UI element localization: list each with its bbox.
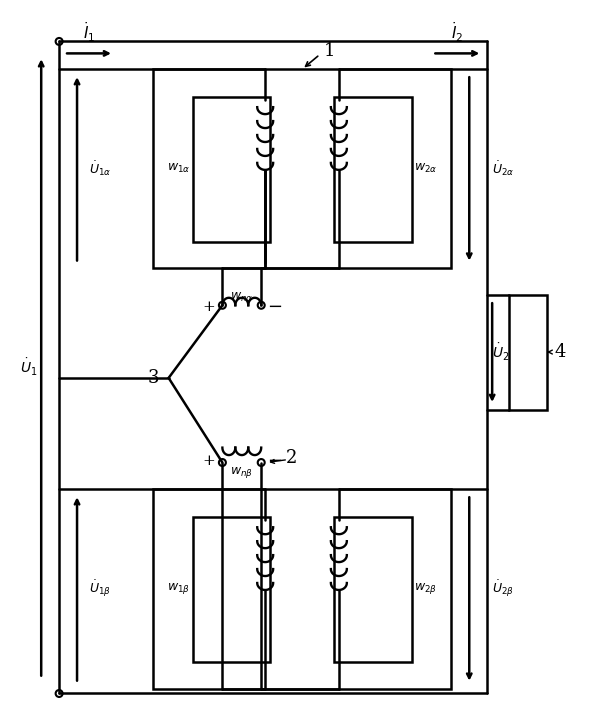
Text: 2: 2: [285, 448, 297, 466]
Text: $\dot{U}_1$: $\dot{U}_1$: [20, 357, 38, 378]
Circle shape: [219, 302, 226, 309]
Text: +: +: [202, 453, 215, 468]
Bar: [153, 69, 451, 269]
Circle shape: [258, 459, 264, 466]
Circle shape: [55, 38, 63, 45]
Text: 3: 3: [148, 369, 159, 387]
Text: $\dot{I}_1$: $\dot{I}_1$: [83, 21, 95, 45]
Text: $\dot{U}_{2\beta}$: $\dot{U}_{2\beta}$: [492, 579, 514, 599]
Circle shape: [219, 459, 226, 466]
Text: $\dot{U}_{1\alpha}$: $\dot{U}_{1\alpha}$: [89, 160, 111, 178]
Bar: [334, 97, 411, 242]
Text: $w_{1\beta}$: $w_{1\beta}$: [167, 581, 191, 596]
Text: $\dot{U}_{2\alpha}$: $\dot{U}_{2\alpha}$: [492, 160, 515, 178]
Text: +: +: [202, 300, 215, 314]
Circle shape: [55, 690, 63, 697]
Bar: [192, 97, 270, 242]
Bar: [153, 490, 451, 689]
Text: $w_{2\alpha}$: $w_{2\alpha}$: [413, 162, 437, 175]
Text: $\dot{I}_2$: $\dot{I}_2$: [451, 21, 464, 45]
Text: 4: 4: [555, 343, 566, 361]
Text: 1: 1: [324, 43, 336, 61]
Text: $w_{1\alpha}$: $w_{1\alpha}$: [167, 162, 191, 175]
Text: −: −: [268, 451, 283, 469]
Circle shape: [258, 302, 264, 309]
Text: −: −: [268, 298, 283, 316]
Text: $w_{2\beta}$: $w_{2\beta}$: [413, 581, 437, 596]
Text: $\dot{U}_2$: $\dot{U}_2$: [492, 342, 510, 363]
Text: $\dot{U}_{1\beta}$: $\dot{U}_{1\beta}$: [89, 579, 111, 599]
Bar: [334, 517, 411, 661]
Bar: [509, 295, 547, 410]
Text: $w_{n\beta}$: $w_{n\beta}$: [230, 465, 253, 480]
Bar: [192, 517, 270, 661]
Text: $w_{n\alpha}$: $w_{n\alpha}$: [230, 291, 253, 304]
